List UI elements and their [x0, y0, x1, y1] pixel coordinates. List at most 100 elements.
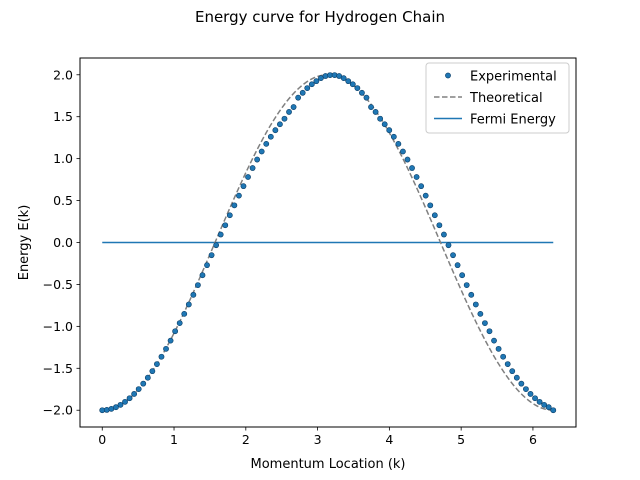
experimental-point — [272, 127, 279, 134]
experimental-point — [495, 345, 502, 352]
experimental-point — [190, 291, 197, 298]
x-axis-ticks: 0 1 2 3 4 5 6 — [98, 427, 537, 447]
y-tick-label: 2.0 — [53, 67, 73, 82]
experimental-point — [199, 272, 206, 279]
experimental-point — [113, 404, 119, 411]
experimental-point — [377, 115, 384, 122]
y-tick-label: −1.0 — [43, 319, 73, 334]
experimental-point — [340, 75, 347, 82]
experimental-point — [486, 328, 493, 335]
experimental-point — [418, 183, 425, 190]
experimental-point — [491, 337, 497, 344]
experimental-point — [527, 391, 534, 397]
experimental-point — [436, 222, 443, 229]
experimental-point — [149, 368, 156, 375]
experimental-point — [468, 291, 475, 298]
series-layer — [99, 72, 557, 414]
experimental-point — [409, 165, 415, 171]
experimental-point — [450, 252, 456, 259]
experimental-point — [404, 156, 411, 163]
experimental-point — [144, 374, 151, 381]
x-tick-label: 4 — [385, 432, 393, 447]
experimental-point — [263, 140, 270, 147]
experimental-point — [308, 81, 315, 88]
experimental-point — [117, 401, 124, 408]
experimental-point — [217, 231, 224, 238]
experimental-point — [313, 78, 320, 85]
experimental-point — [349, 81, 356, 88]
experimental-point — [536, 398, 543, 405]
experimental-point — [454, 262, 461, 269]
legend-box — [425, 62, 570, 134]
experimental-point — [532, 395, 538, 402]
experimental-point — [181, 310, 188, 317]
y-tick-label: −2.0 — [43, 403, 73, 418]
experimental-point — [422, 192, 429, 199]
experimental-point — [390, 133, 397, 140]
y-axis-ticks: −2.0 −1.5 −1.0 −0.5 0.0 0.5 1.0 1.5 2.0 — [43, 67, 80, 418]
y-tick-label: 1.5 — [53, 109, 73, 124]
experimental-point — [509, 368, 516, 375]
x-tick-label: 3 — [314, 432, 322, 447]
experimental-point — [245, 174, 251, 180]
experimental-point — [381, 121, 388, 128]
experimental-point — [395, 140, 402, 147]
experimental-point — [176, 320, 183, 326]
experimental-point — [267, 133, 274, 140]
experimental-point — [550, 407, 557, 414]
legend-theoretical-label: Theoretical — [469, 91, 543, 106]
legend-fermi-label: Fermi Energy — [470, 113, 556, 128]
experimental-point — [482, 320, 488, 326]
experimental-point — [518, 380, 525, 387]
experimental-point — [345, 78, 352, 85]
experimental-point — [523, 386, 529, 392]
experimental-point — [195, 282, 201, 289]
experimental-point — [286, 109, 292, 115]
y-axis-label: Energy E(k) — [17, 205, 32, 281]
experimental-point — [445, 242, 452, 249]
experimental-point — [135, 386, 142, 392]
x-tick-label: 5 — [457, 432, 465, 447]
experimental-point — [158, 353, 165, 360]
experimental-point — [354, 85, 361, 92]
y-tick-label: −0.5 — [43, 277, 73, 292]
experimental-point — [258, 148, 265, 155]
experimental-point — [254, 156, 261, 163]
experimental-point — [541, 401, 548, 408]
experimental-point — [249, 165, 256, 171]
chart-title: Energy curve for Hydrogen Chain — [195, 8, 445, 26]
experimental-point — [477, 310, 484, 317]
experimental-point — [185, 301, 192, 308]
experimental-point — [222, 222, 229, 229]
x-tick-label: 2 — [242, 432, 250, 447]
experimental-point — [545, 404, 552, 411]
experimental-point — [500, 353, 507, 360]
y-tick-label: 1.0 — [53, 151, 73, 166]
experimental-point — [226, 212, 233, 219]
experimental-point — [154, 361, 160, 368]
experimental-point — [413, 174, 420, 180]
experimental-point — [281, 115, 288, 122]
experimental-point — [431, 212, 438, 219]
experimental-point — [163, 345, 169, 352]
experimental-point — [304, 85, 311, 92]
experimental-point — [459, 272, 466, 279]
legend-experimental-label: Experimental — [470, 70, 557, 85]
legend-experimental-marker-icon — [445, 72, 451, 79]
y-tick-label: 0.5 — [53, 193, 73, 208]
experimental-point — [299, 89, 306, 96]
experimental-point — [513, 374, 520, 381]
experimental-point — [295, 94, 302, 101]
x-tick-label: 6 — [529, 432, 537, 447]
experimental-point — [472, 301, 479, 308]
experimental-point — [363, 94, 370, 101]
experimental-point — [277, 121, 283, 128]
experimental-point — [427, 202, 434, 209]
experimental-point — [213, 242, 220, 249]
x-axis-label: Momentum Location (k) — [251, 457, 406, 472]
y-tick-label: 0.0 — [53, 235, 73, 250]
experimental-point — [122, 398, 128, 405]
experimental-point — [126, 395, 133, 402]
experimental-point — [372, 109, 379, 115]
experimental-point — [290, 104, 297, 110]
